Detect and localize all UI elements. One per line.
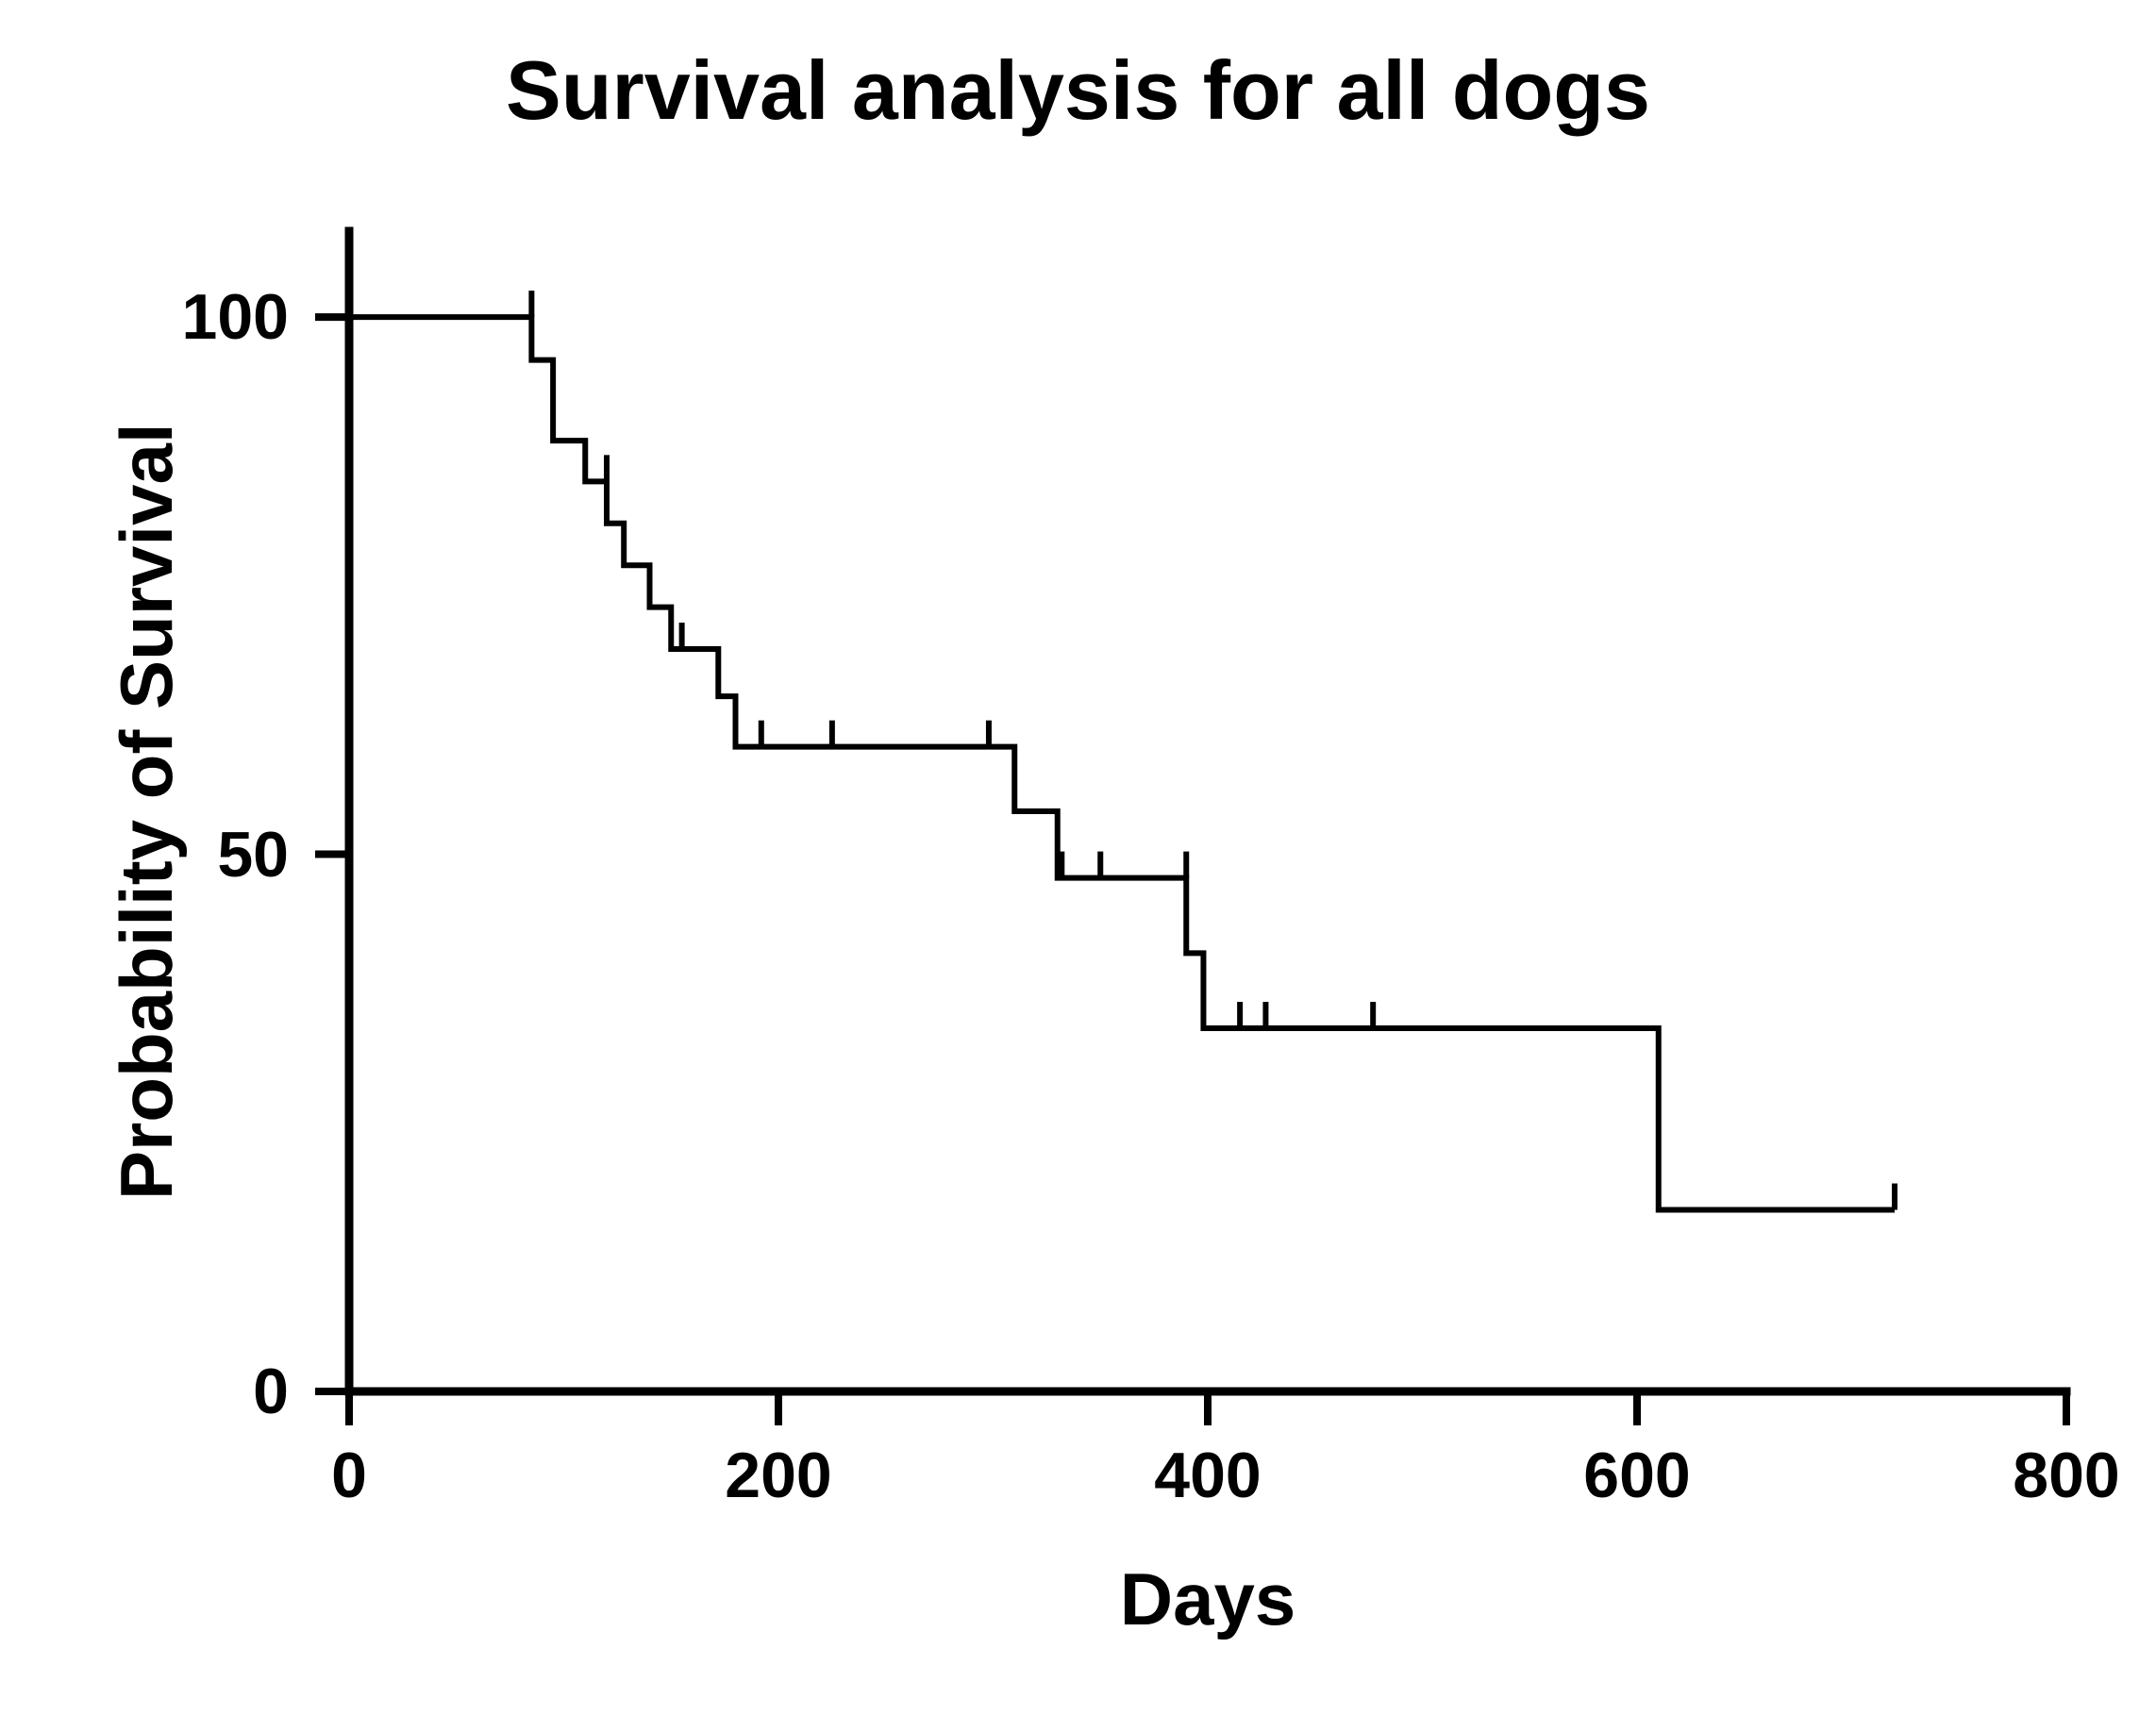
x-tick-label: 200 [725,1439,831,1512]
x-tick-label: 400 [1154,1439,1261,1512]
y-axis-label: Probability of Survival [104,423,190,1200]
y-tick-label: 0 [253,1355,289,1428]
y-tick-label: 100 [182,280,289,354]
x-tick-label: 800 [2013,1439,2119,1512]
x-axis-label: Days [349,1557,2066,1642]
x-tick-label: 0 [331,1439,367,1512]
y-tick-label: 50 [217,818,289,891]
survival-plot-svg [292,175,2123,1448]
plot-area [349,231,2066,1391]
x-tick-label: 600 [1583,1439,1690,1512]
chart-title: Survival analysis for all dogs [0,42,2156,139]
